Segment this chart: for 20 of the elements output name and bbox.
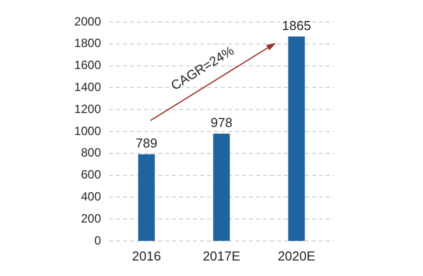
data-label: 1865 bbox=[282, 18, 311, 33]
bar bbox=[138, 154, 155, 241]
y-tick-label: 400 bbox=[80, 190, 102, 204]
x-tick-label: 2020E bbox=[278, 248, 316, 264]
y-tick-label: 1400 bbox=[74, 80, 102, 94]
y-tick-label: 600 bbox=[80, 168, 102, 182]
bar bbox=[288, 36, 305, 241]
data-label: 978 bbox=[210, 114, 232, 130]
data-label: 789 bbox=[136, 136, 158, 151]
y-tick-label: 1600 bbox=[74, 58, 102, 72]
y-tick-label: 800 bbox=[80, 146, 102, 160]
y-tick-label: 1200 bbox=[74, 102, 102, 116]
x-tick-label: 2016 bbox=[132, 248, 161, 264]
y-tick-label: 0 bbox=[94, 233, 102, 248]
y-tick-label: 2000 bbox=[74, 14, 102, 28]
y-tick-label: 1800 bbox=[74, 36, 102, 50]
x-tick-label: 2017E bbox=[202, 248, 241, 264]
y-tick-label: 1000 bbox=[74, 124, 102, 138]
bar bbox=[213, 134, 230, 241]
y-tick-label: 200 bbox=[80, 211, 102, 226]
